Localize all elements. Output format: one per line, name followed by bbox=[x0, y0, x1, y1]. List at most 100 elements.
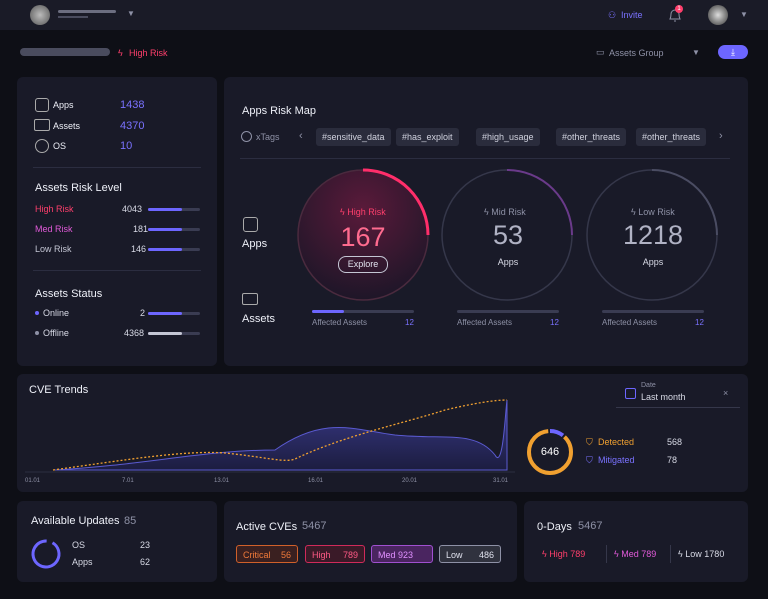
card-risk: ϟ High Risk bbox=[340, 207, 386, 217]
gauge-detected bbox=[527, 429, 573, 475]
gauge-total: 646 bbox=[540, 446, 560, 458]
download-button[interactable]: ⤓ bbox=[718, 45, 748, 59]
x-tick-label: 01.01 bbox=[25, 478, 41, 484]
chip-value: 486 bbox=[478, 550, 494, 560]
detected-value: 568 bbox=[667, 437, 683, 447]
zero-days-panel bbox=[524, 501, 748, 582]
select-caret[interactable]: ▼ bbox=[692, 48, 700, 57]
divider bbox=[33, 270, 201, 271]
risk-level-value: 4043 bbox=[122, 204, 143, 214]
affected-bar bbox=[312, 310, 414, 313]
zero-day-item: ϟ Low 1780 bbox=[678, 549, 725, 559]
status-bar bbox=[148, 312, 200, 315]
x-tick-label: 7.01 bbox=[122, 478, 134, 484]
section-title: Assets Status bbox=[35, 288, 103, 300]
divider bbox=[33, 167, 201, 168]
cve-gauge bbox=[527, 429, 573, 475]
breadcrumb-placeholder bbox=[20, 48, 110, 56]
zero-day-item: ϟ Med 789 bbox=[614, 549, 657, 559]
invite-button[interactable]: Invite bbox=[621, 10, 643, 20]
top-bar bbox=[0, 0, 768, 30]
apps-icon bbox=[35, 98, 49, 112]
date-clear[interactable]: × bbox=[723, 388, 729, 398]
user-role-placeholder bbox=[58, 16, 88, 18]
divider bbox=[606, 545, 607, 563]
cve-trend-plot bbox=[25, 399, 515, 473]
date-label: Date bbox=[641, 382, 656, 389]
tags-next[interactable]: › bbox=[719, 130, 723, 142]
affected-bar bbox=[457, 310, 559, 313]
avatar[interactable] bbox=[30, 5, 50, 25]
status-value: 2 bbox=[140, 308, 146, 318]
detected-label: Detected bbox=[598, 437, 635, 447]
risk-level-label[interactable]: Low Risk bbox=[35, 244, 72, 254]
date-picker[interactable] bbox=[616, 380, 740, 408]
summary-value: 4370 bbox=[120, 120, 145, 132]
x-tick-label: 20.01 bbox=[402, 478, 418, 484]
status-bar bbox=[148, 332, 200, 335]
cve-chip[interactable]: Critical 56 bbox=[236, 545, 298, 563]
chip-value: 56 bbox=[280, 550, 291, 560]
tag[interactable]: #high_usage bbox=[476, 128, 540, 146]
profile-caret[interactable]: ▼ bbox=[740, 10, 748, 19]
divider bbox=[240, 158, 730, 159]
user-name-placeholder bbox=[58, 10, 116, 13]
explore-button[interactable]: Explore bbox=[338, 256, 388, 273]
row-label: Apps bbox=[242, 238, 268, 250]
chip-label: High bbox=[312, 550, 331, 560]
zero-day-label: Low bbox=[685, 549, 702, 559]
risk-level-bar bbox=[148, 248, 200, 251]
tags-prev[interactable]: ‹ bbox=[299, 130, 303, 142]
date-value: Last month bbox=[641, 392, 686, 402]
affected-bar bbox=[602, 310, 704, 313]
tag[interactable]: #has_exploit bbox=[396, 128, 459, 146]
dropdown-caret[interactable]: ▼ bbox=[127, 9, 135, 18]
mid-risk-arc bbox=[506, 169, 573, 236]
invite-icon[interactable]: ⚇ bbox=[608, 10, 617, 20]
cve-chip[interactable]: Med 923 bbox=[371, 545, 433, 563]
risk-level-value: 181 bbox=[133, 224, 149, 234]
status-label: Offline bbox=[43, 328, 69, 338]
chip-label: Med bbox=[378, 550, 396, 560]
status-dot bbox=[35, 331, 39, 335]
affected-label: Affected Assets bbox=[457, 318, 512, 327]
trend-line bbox=[52, 399, 508, 471]
tag[interactable]: #other_threats bbox=[636, 128, 707, 146]
tag[interactable]: #sensitive_data bbox=[316, 128, 391, 146]
os-icon bbox=[35, 139, 49, 153]
card-risk-label: High Risk bbox=[347, 207, 386, 217]
detected-icon: ⛉ bbox=[586, 437, 593, 447]
card-risk: ϟ Mid Risk bbox=[484, 207, 526, 217]
summary-panel bbox=[17, 77, 217, 366]
update-value: 23 bbox=[140, 540, 151, 550]
risk-label: High Risk bbox=[129, 48, 168, 58]
assets-group-select[interactable]: Assets Group bbox=[609, 48, 664, 58]
affected-value: 12 bbox=[405, 318, 414, 327]
update-label: Apps bbox=[72, 557, 93, 567]
status-value: 4368 bbox=[124, 328, 145, 338]
assets-icon bbox=[34, 119, 50, 131]
profile-avatar[interactable] bbox=[708, 5, 728, 25]
affected-label: Affected Assets bbox=[602, 318, 657, 327]
chip-value: 789 bbox=[342, 550, 358, 560]
mitigated-label: Mitigated bbox=[598, 455, 635, 465]
summary-label: OS bbox=[53, 141, 67, 151]
high-risk-arc bbox=[362, 168, 430, 236]
risk-level-label[interactable]: Med Risk bbox=[35, 224, 73, 234]
mitigated-value: 78 bbox=[667, 455, 678, 465]
cve-chip[interactable]: High 789 bbox=[305, 545, 365, 563]
summary-value: 1438 bbox=[120, 99, 145, 111]
summary-label: Assets bbox=[53, 121, 81, 131]
gauge-mitigated bbox=[527, 429, 573, 475]
panel-title: Available Updates bbox=[31, 515, 120, 527]
card-caption: Apps bbox=[642, 257, 664, 267]
tag[interactable]: #other_threats bbox=[556, 128, 627, 146]
cve-chip[interactable]: Low 486 bbox=[439, 545, 501, 563]
risk-level-label[interactable]: High Risk bbox=[35, 204, 74, 214]
panel-title: Apps Risk Map bbox=[242, 105, 316, 117]
folder-icon: ▭ bbox=[596, 47, 605, 57]
zero-day-value: 789 bbox=[570, 549, 586, 559]
x-tick-label: 13.01 bbox=[214, 478, 230, 484]
section-title: Assets Risk Level bbox=[35, 182, 122, 194]
